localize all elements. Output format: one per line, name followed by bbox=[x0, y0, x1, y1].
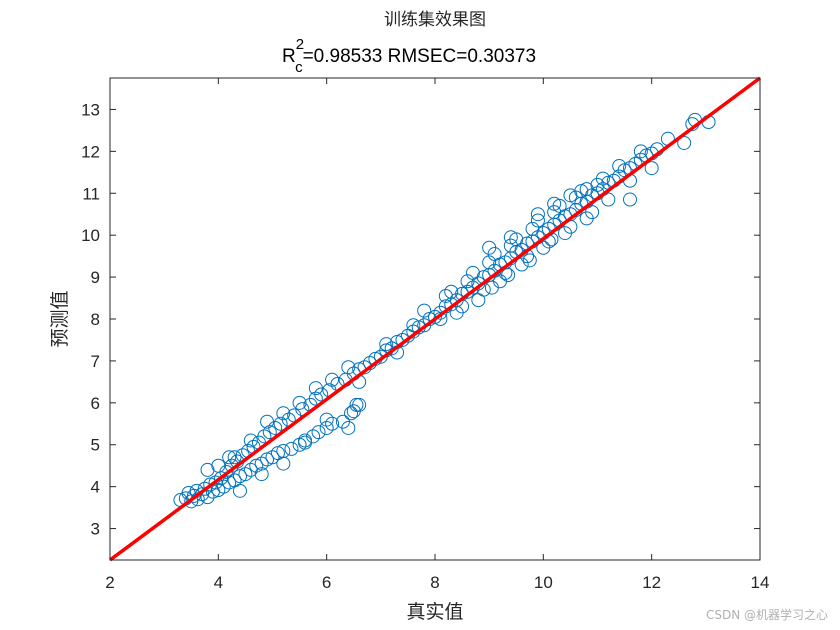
data-point bbox=[501, 267, 516, 282]
data-point bbox=[579, 211, 594, 226]
x-axis-label: 真实值 bbox=[406, 601, 463, 623]
data-point bbox=[471, 293, 486, 308]
data-point bbox=[644, 161, 659, 176]
data-point bbox=[547, 205, 562, 220]
data-point bbox=[406, 318, 421, 333]
data-point bbox=[484, 280, 499, 295]
data-point bbox=[325, 372, 340, 387]
y-tick-label: 11 bbox=[82, 184, 100, 203]
subtitle-superscript: 2 bbox=[296, 36, 304, 53]
x-tick-label: 8 bbox=[430, 573, 439, 592]
data-point bbox=[522, 253, 537, 268]
x-tick-label: 6 bbox=[322, 573, 331, 592]
data-point bbox=[449, 305, 464, 320]
data-point bbox=[208, 475, 223, 490]
data-point bbox=[319, 412, 334, 427]
data-point bbox=[233, 483, 247, 498]
y-tick-label: 10 bbox=[81, 226, 100, 245]
data-point bbox=[211, 458, 226, 473]
data-point bbox=[633, 144, 648, 159]
y-tick-label: 8 bbox=[91, 310, 100, 329]
data-point bbox=[349, 397, 364, 412]
data-point bbox=[482, 255, 497, 270]
y-tick-label: 9 bbox=[91, 268, 100, 287]
data-point bbox=[273, 416, 288, 431]
data-point bbox=[254, 467, 269, 482]
watermark: CSDN @机器学习之心 bbox=[706, 607, 828, 622]
data-point bbox=[292, 395, 307, 410]
y-tick-label: 5 bbox=[91, 436, 100, 455]
data-point bbox=[216, 479, 231, 494]
data-point bbox=[284, 441, 299, 456]
data-point bbox=[563, 188, 578, 203]
data-point bbox=[262, 425, 277, 440]
data-point bbox=[579, 182, 594, 197]
data-point bbox=[503, 238, 518, 253]
data-point bbox=[260, 414, 275, 429]
chart-title: 训练集效果图 bbox=[384, 10, 486, 30]
data-point bbox=[341, 420, 356, 435]
data-point bbox=[547, 196, 562, 211]
data-point bbox=[482, 240, 497, 255]
data-point bbox=[465, 265, 480, 280]
data-point bbox=[530, 213, 545, 228]
y-tick-label: 13 bbox=[81, 100, 100, 119]
data-point bbox=[265, 450, 280, 465]
data-point bbox=[308, 391, 323, 406]
data-point bbox=[257, 429, 272, 444]
data-point bbox=[319, 420, 334, 435]
data-point bbox=[444, 284, 459, 299]
subtitle-r: R bbox=[282, 46, 296, 67]
data-point bbox=[276, 406, 291, 421]
y-tick-label: 3 bbox=[91, 520, 100, 539]
data-point bbox=[558, 226, 572, 241]
subtitle-metrics: =0.98533 RMSEC=0.30373 bbox=[303, 46, 536, 67]
x-tick-label: 2 bbox=[105, 573, 114, 592]
x-tick-label: 12 bbox=[642, 573, 661, 592]
data-point bbox=[341, 360, 356, 375]
y-tick-label: 7 bbox=[91, 352, 100, 371]
data-point bbox=[311, 425, 326, 440]
data-point bbox=[438, 288, 453, 303]
x-tick-label: 4 bbox=[214, 573, 223, 592]
data-point bbox=[227, 450, 242, 465]
data-point bbox=[379, 337, 394, 352]
data-point bbox=[536, 240, 551, 255]
y-tick-label: 6 bbox=[91, 394, 100, 413]
data-point bbox=[222, 450, 237, 465]
data-point bbox=[623, 192, 637, 207]
data-point bbox=[197, 481, 212, 496]
y-tick-label: 12 bbox=[81, 142, 100, 161]
chart-subtitle: R2 c=0.98533 RMSEC=0.30373 bbox=[282, 36, 536, 76]
x-tick-label: 14 bbox=[751, 573, 770, 592]
data-point bbox=[601, 192, 616, 207]
data-point bbox=[243, 433, 258, 448]
data-point bbox=[612, 159, 627, 174]
subtitle-subscript: c bbox=[295, 59, 303, 76]
y-axis-label: 预测值 bbox=[49, 290, 71, 347]
data-point bbox=[276, 456, 291, 471]
y-tick-label: 4 bbox=[91, 478, 100, 497]
data-point bbox=[460, 274, 475, 289]
data-point bbox=[417, 303, 432, 318]
data-point bbox=[254, 456, 269, 471]
x-tick-label: 10 bbox=[534, 573, 553, 592]
data-point bbox=[514, 257, 529, 272]
data-point bbox=[525, 221, 540, 236]
data-point bbox=[325, 416, 340, 431]
data-point bbox=[503, 230, 518, 245]
reference-line bbox=[108, 76, 762, 562]
axis-ticks: 2 4 6 8 10 12 14 3 4 5 6 7 8 9 10 11 12 13 bbox=[81, 78, 769, 592]
data-point bbox=[344, 406, 359, 421]
data-point bbox=[308, 381, 323, 396]
data-point bbox=[530, 207, 545, 222]
data-point bbox=[238, 467, 253, 482]
reference-line-group bbox=[108, 76, 762, 562]
data-point bbox=[677, 135, 692, 150]
data-point bbox=[298, 435, 312, 450]
data-point bbox=[346, 404, 361, 419]
